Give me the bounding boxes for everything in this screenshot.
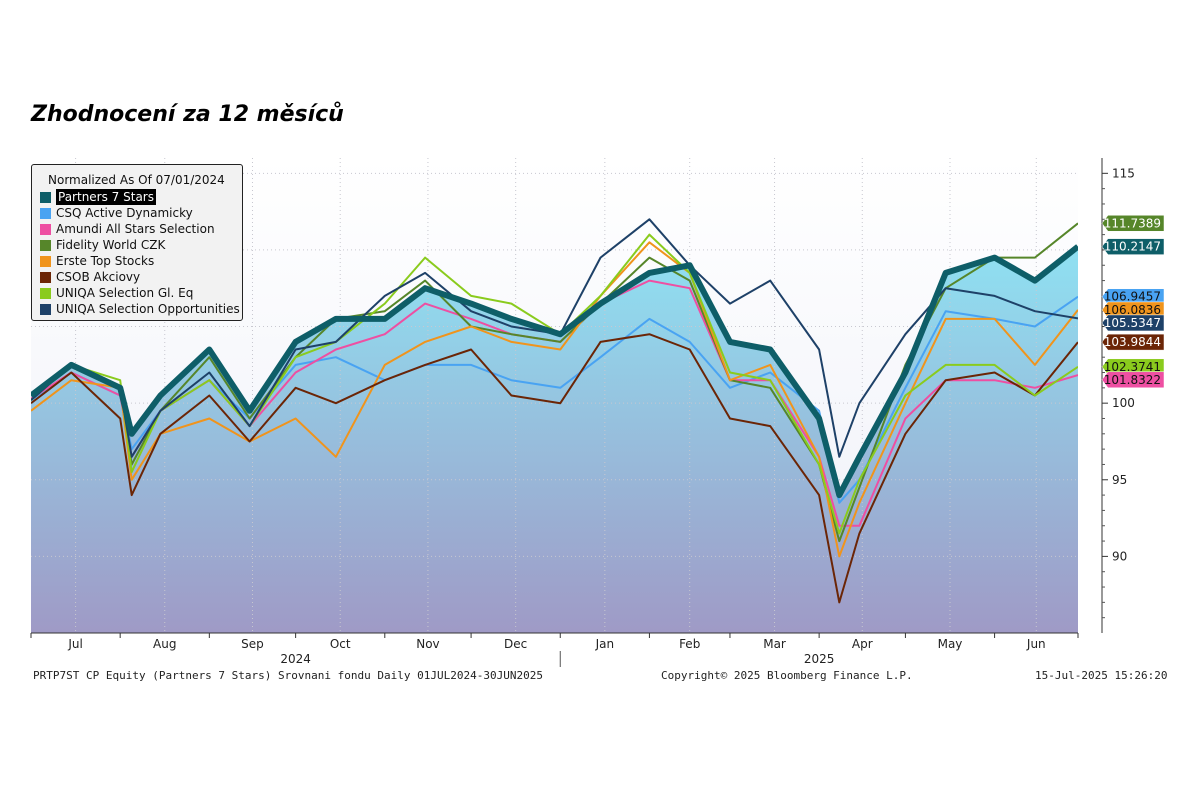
legend-item: UNIQA Selection Opportunities (40, 301, 242, 317)
series-line-partners-7-stars (31, 244, 1078, 499)
footer-timestamp: 15-Jul-2025 15:26:20 (1035, 669, 1168, 682)
x-tick-label: Jul (67, 637, 82, 651)
last-value-label-partners-7-stars: 110.2147 (1104, 240, 1161, 254)
legend-label: CSQ Active Dynamicky (56, 206, 193, 220)
last-value-label-amundi-all-stars-selection: 101.8322 (1104, 373, 1161, 387)
chart-legend: Normalized As Of 07/01/2024 Partners 7 S… (31, 164, 243, 321)
legend-swatch (40, 191, 51, 203)
x-tick-label: May (938, 637, 963, 651)
last-value-tag-fidelity-world-czk (1101, 215, 1165, 232)
x-tick-label: Jun (1026, 637, 1046, 651)
legend-item: Erste Top Stocks (40, 253, 242, 269)
legend-swatch (40, 303, 51, 315)
y-tick-label: 95 (1112, 473, 1127, 487)
last-value-tag-partners-7-stars (1101, 238, 1165, 255)
footer-copyright: Copyright© 2025 Bloomberg Finance L.P. (661, 669, 913, 682)
legend-label: UNIQA Selection Opportunities (56, 302, 240, 316)
series-line-erste-top-stocks (31, 241, 1078, 558)
y-tick-label: 90 (1112, 549, 1127, 563)
x-tick-label: Mar (763, 637, 786, 651)
legend-item: Amundi All Stars Selection (40, 221, 242, 237)
legend-swatch (40, 239, 51, 251)
last-value-tag-uniqa-selection-opportunities (1101, 314, 1165, 332)
last-value-label-erste-top-stocks: 106.0836 (1104, 303, 1161, 317)
x-tick-label: Nov (416, 637, 439, 651)
legend-label: Fidelity World CZK (56, 238, 166, 252)
series-area-fill (31, 246, 1078, 633)
last-value-tag-csob-akciovy (1101, 333, 1165, 351)
last-value-label-fidelity-world-czk: 111.7389 (1104, 216, 1161, 230)
last-value-tag-amundi-all-stars-selection (1101, 371, 1165, 389)
legend-label: Amundi All Stars Selection (56, 222, 215, 236)
legend-swatch (40, 223, 51, 235)
legend-label: Partners 7 Stars (56, 189, 156, 205)
legend-label: CSOB Akciovy (56, 270, 141, 284)
x-tick-label: Dec (504, 637, 527, 651)
legend-swatch (40, 287, 51, 299)
legend-swatch (40, 255, 51, 267)
x-tick-label: Oct (330, 637, 351, 651)
legend-item: CSQ Active Dynamicky (40, 205, 242, 221)
year-label-2024: 2024 (280, 652, 311, 666)
series-line-csob-akciovy (31, 333, 1078, 604)
legend-swatch (40, 207, 51, 219)
legend-item: UNIQA Selection Gl. Eq (40, 285, 242, 301)
legend-label: UNIQA Selection Gl. Eq (56, 286, 194, 300)
x-tick-label: Apr (852, 637, 873, 651)
legend-label: Erste Top Stocks (56, 254, 155, 268)
legend-item: Partners 7 Stars (40, 189, 242, 205)
last-value-label-uniqa-selection-gl-eq: 102.3741 (1104, 360, 1161, 374)
y-tick-label: 100 (1112, 396, 1135, 410)
y-tick-label: 115 (1112, 166, 1135, 180)
legend-item: CSOB Akciovy (40, 269, 242, 285)
x-tick-label: Aug (153, 637, 176, 651)
year-label-2025: 2025 (804, 652, 835, 666)
footer-source: PRTP7ST CP Equity (Partners 7 Stars) Sro… (33, 669, 543, 682)
x-tick-label: Sep (241, 637, 264, 651)
last-value-label-uniqa-selection-opportunities: 105.5347 (1104, 316, 1161, 330)
legend-title: Normalized As Of 07/01/2024 (48, 173, 225, 187)
x-tick-label: Feb (679, 637, 700, 651)
page-title: Zhodnocení za 12 měsíců (31, 102, 344, 127)
legend-item: Fidelity World CZK (40, 237, 242, 253)
legend-swatch (40, 271, 51, 283)
x-tick-label: Jan (595, 637, 615, 651)
last-value-label-csob-akciovy: 103.9844 (1104, 335, 1161, 349)
last-value-label-csq-active-dynamicky: 106.9457 (1104, 290, 1161, 304)
